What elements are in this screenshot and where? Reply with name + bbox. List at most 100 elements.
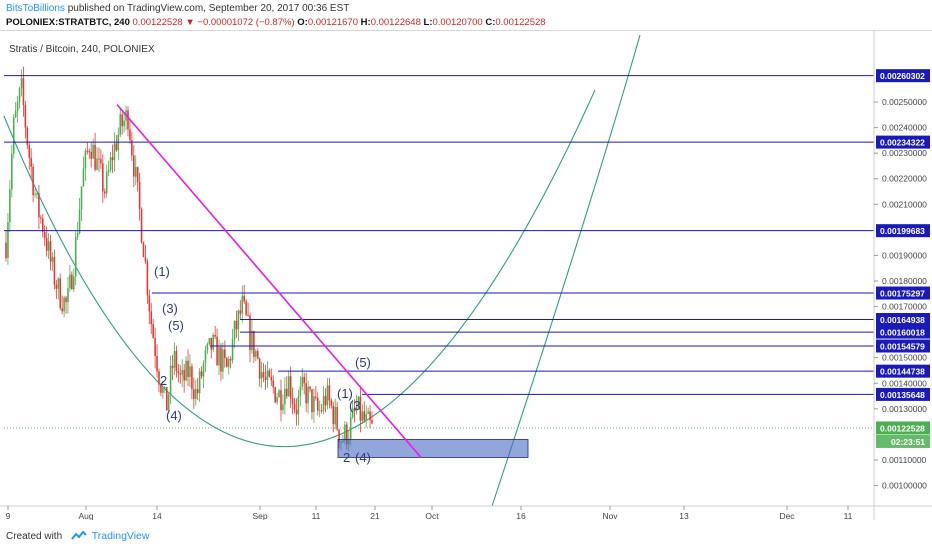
candle-body <box>231 339 234 361</box>
close-label: C: <box>485 17 496 28</box>
level-price-tag <box>876 69 930 83</box>
level-price-tag <box>876 387 930 401</box>
y-tick-label: 0.00150000 <box>882 353 927 363</box>
candle-body <box>92 144 94 159</box>
last-price-tag <box>876 421 930 435</box>
candle-body <box>144 257 147 262</box>
level-price-label: 0.00154579 <box>880 341 925 351</box>
candle-body <box>208 337 211 344</box>
candle-body <box>305 383 307 404</box>
x-tick-label: 11 <box>312 511 321 520</box>
candle-body <box>115 143 118 151</box>
high-label: H: <box>360 17 371 28</box>
x-tick-label: 13 <box>679 511 689 520</box>
x-tick-label: 11 <box>844 511 853 520</box>
candle-body <box>102 163 104 192</box>
level-price-tag <box>876 364 930 378</box>
candle-body <box>369 411 371 421</box>
y-tick-label: 0.00180000 <box>882 276 927 286</box>
candle-body <box>185 360 187 381</box>
candle-body <box>179 373 182 375</box>
candle-body <box>107 170 110 172</box>
price-chart[interactable]: 0.00260302 0.00234322 0.00199683 0.00175297… <box>0 30 932 520</box>
wave-label: (4) <box>166 408 182 423</box>
candle-body <box>45 238 48 251</box>
candle-body <box>134 166 137 177</box>
candle-body <box>40 217 42 219</box>
candle-body <box>94 144 96 170</box>
wave-label: (1) <box>154 264 170 279</box>
candle-body <box>357 396 360 408</box>
level-price-label: 0.00144738 <box>880 367 925 377</box>
candle-body <box>220 347 222 372</box>
candle-body <box>193 389 195 399</box>
candle-body <box>328 385 331 401</box>
level-price-tag <box>876 286 930 300</box>
candle-body <box>334 406 337 425</box>
candle-body <box>307 386 309 404</box>
x-tick-label: 16 <box>516 511 526 520</box>
candle-body <box>80 186 83 210</box>
candle-body <box>295 409 298 415</box>
candle-body <box>243 295 245 302</box>
candle-body <box>51 257 54 262</box>
candle-body <box>272 380 275 388</box>
open-value: 0.00121670 <box>307 17 359 28</box>
candle-body <box>189 366 191 377</box>
level-price-tag <box>876 325 930 339</box>
author-link[interactable]: BitsToBillions <box>6 3 65 14</box>
chart-header: BitsToBillions published on TradingView.… <box>0 0 932 30</box>
candle-body <box>177 371 180 374</box>
candle-body <box>313 396 315 413</box>
low-label: L: <box>423 17 433 28</box>
wave-label: (3) <box>162 301 178 316</box>
candle-body <box>363 411 366 421</box>
candle-body <box>282 404 284 411</box>
candle-body <box>34 194 36 196</box>
candle-body <box>140 209 143 243</box>
candle-body <box>18 88 21 102</box>
candle-body <box>26 127 29 146</box>
change-value: −0.00001072 (−0.87%) <box>197 17 295 28</box>
close-value: 0.00122528 <box>495 17 546 28</box>
candle-body <box>156 356 158 372</box>
candle-body <box>287 376 290 397</box>
candle-body <box>194 389 197 399</box>
candle-body <box>251 331 253 351</box>
candle-body <box>276 397 278 403</box>
wave-label: (3 <box>349 398 361 413</box>
candle-body <box>311 389 313 413</box>
chart-frame <box>0 30 932 521</box>
wave-label: 2 <box>343 450 350 465</box>
y-tick-label: 0.00220000 <box>882 174 927 184</box>
candle-body <box>270 376 273 381</box>
level-price-tag <box>876 339 930 353</box>
candle-body <box>218 347 220 366</box>
tradingview-brand[interactable]: TradingView <box>91 530 150 542</box>
candle-body <box>65 297 67 303</box>
axes: 0.00250000 0.00240000 0.00230000 0.00220000… <box>0 30 932 520</box>
last-price-label: 0.00122528 <box>880 423 925 433</box>
candle-body <box>216 336 218 366</box>
candle-body <box>285 388 288 397</box>
y-tick-label: 0.00190000 <box>882 250 927 260</box>
candle-body <box>152 324 154 338</box>
candle-body <box>262 372 265 378</box>
wave-label: (1) <box>337 386 353 401</box>
candle-body <box>5 242 7 258</box>
candle-body <box>332 405 335 425</box>
candle-body <box>142 242 145 258</box>
candle-body <box>109 157 112 171</box>
candle-body <box>57 278 60 289</box>
candle-body <box>299 386 302 397</box>
candle-body <box>227 359 230 367</box>
chart-title: Stratis / Bitcoin, 240, POLONIEX <box>9 44 155 55</box>
candle-body <box>237 310 240 330</box>
candle-body <box>344 424 346 441</box>
candle-body <box>268 370 271 377</box>
x-tick-label: Nov <box>602 511 618 520</box>
x-tick-label: 9 <box>6 511 11 520</box>
candle-body <box>133 155 135 177</box>
tradingview-logo-icon <box>71 531 87 540</box>
candle-body <box>69 274 71 289</box>
